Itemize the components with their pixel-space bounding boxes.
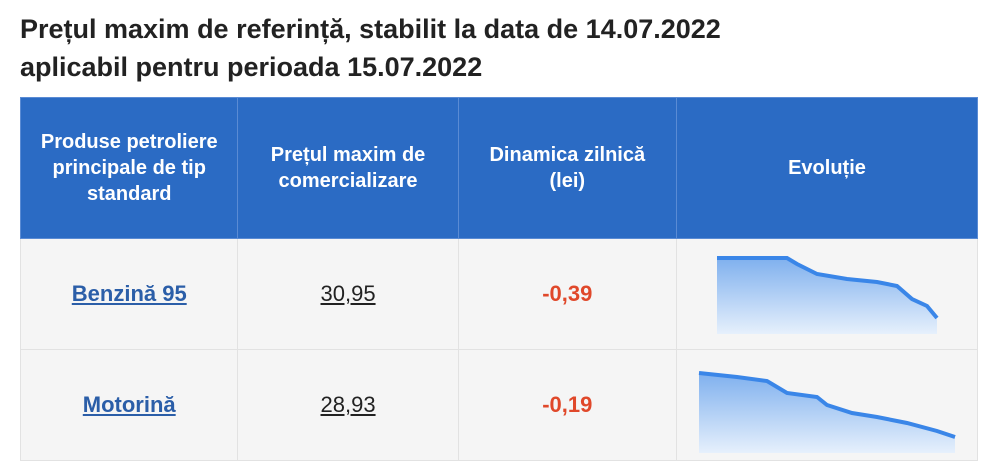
column-header: Evoluție <box>676 97 978 239</box>
cell: -0,39 <box>457 238 678 350</box>
sparkline-line <box>698 371 956 439</box>
daily-change: -0,19 <box>542 392 593 417</box>
title-line: aplicabil pentru perioada 15.07.2022 <box>20 52 483 82</box>
title-line: Prețul maxim de referință, stabilit la d… <box>20 14 721 44</box>
column-header: Produse petroliere principale de tip sta… <box>19 97 239 239</box>
cell: 28,93 <box>237 349 459 461</box>
daily-change: -0,39 <box>542 281 593 306</box>
sparkline-area <box>699 373 955 453</box>
sparkline-area <box>717 258 937 334</box>
price-table: Produse petroliere principale de tip sta… <box>19 97 978 461</box>
sparkline-line <box>717 256 939 320</box>
product-link[interactable]: Motorină <box>82 392 176 417</box>
sparkline <box>717 256 939 334</box>
price: 30,95 <box>320 281 376 306</box>
cell <box>676 238 978 350</box>
column-header: Prețul maxim de comercializare <box>237 97 459 239</box>
sparkline <box>698 371 956 453</box>
row: Motorină 28,93 -0,19 <box>19 349 978 461</box>
price: 28,93 <box>320 392 376 417</box>
title: Prețul maxim de referință, stabilit la d… <box>20 10 721 86</box>
cell <box>676 349 978 461</box>
cell: -0,19 <box>457 349 678 461</box>
column-header: Dinamica zilnică (lei) <box>457 97 678 239</box>
product-link[interactable]: Benzină 95 <box>71 281 187 306</box>
cell: Benzină 95 <box>19 238 239 350</box>
cell: Motorină <box>19 349 239 461</box>
cell: 30,95 <box>237 238 459 350</box>
header-row: Produse petroliere principale de tip sta… <box>19 97 978 239</box>
row: Benzină 95 30,95 -0,39 <box>19 238 978 350</box>
